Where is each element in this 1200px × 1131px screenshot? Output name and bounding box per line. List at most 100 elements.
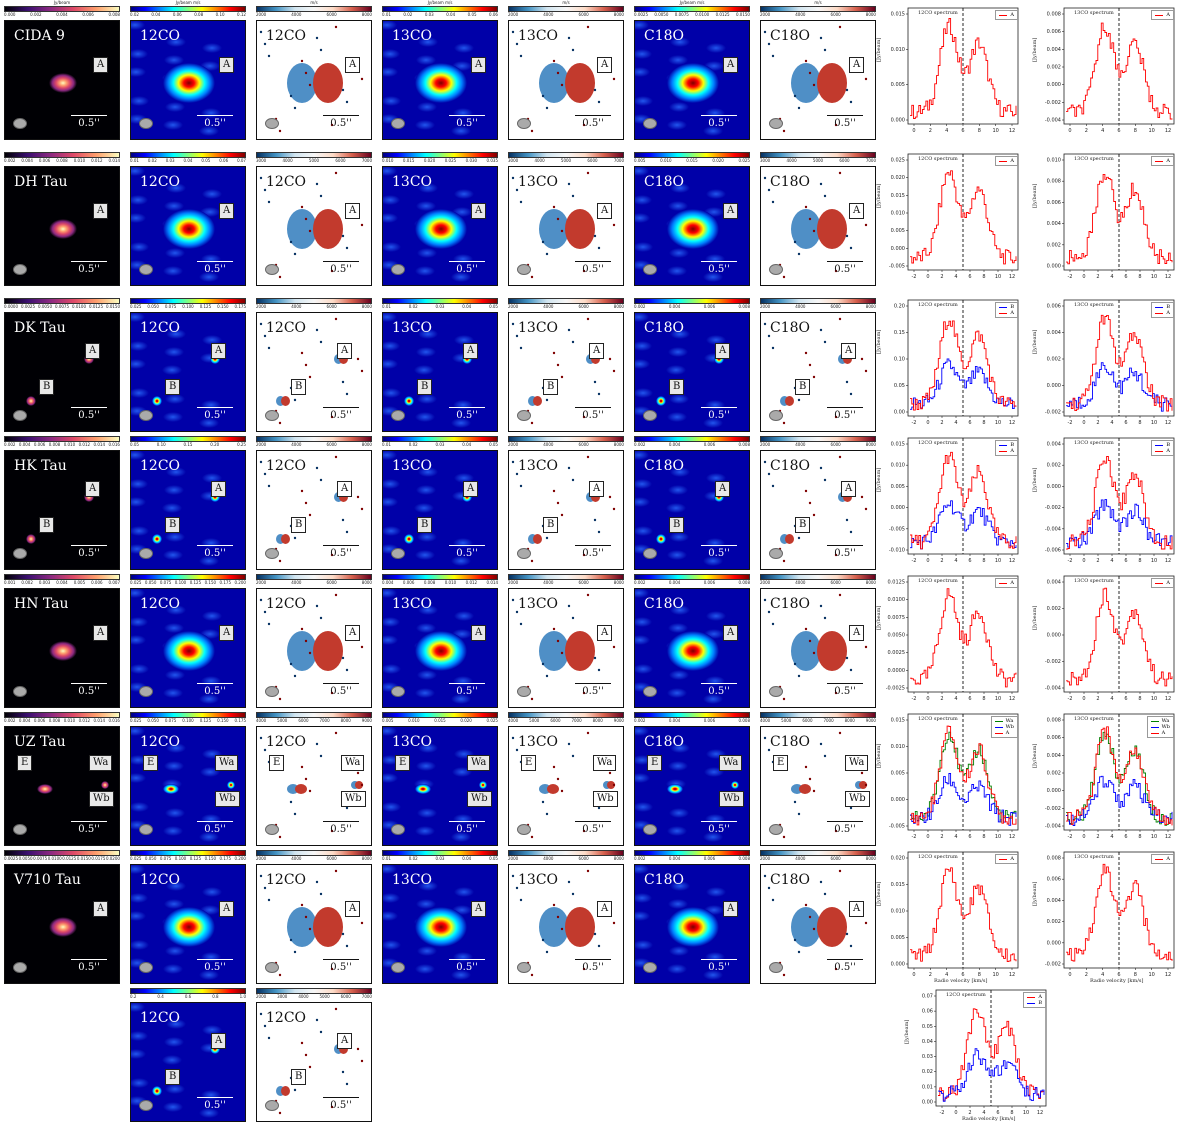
emission-blob xyxy=(49,73,77,93)
colorbar-tick-label: 0.006 xyxy=(703,718,716,723)
legend-label: A xyxy=(1166,580,1170,586)
beam-ellipse xyxy=(769,264,783,275)
map-panel-mom0: 13CO A 0.5'' xyxy=(382,20,498,140)
spectrum-series xyxy=(938,1048,1045,1102)
spectrum-legend: A xyxy=(1151,854,1174,864)
scale-bar-label: 0.5'' xyxy=(78,264,100,275)
map-cell-mom0: 0.025 0.050 0.075 0.100 0.125 0.150 0.175 12CO A… xyxy=(130,292,246,432)
colorbar-tick-label: 4000 xyxy=(291,12,302,17)
x-tick-label: 10 xyxy=(995,834,1001,840)
scale-bar-label: 0.5'' xyxy=(204,962,226,973)
x-tick-label: -2 xyxy=(1068,696,1073,702)
velocity-red-lobe xyxy=(295,784,307,794)
x-tick-label: 0 xyxy=(926,696,929,702)
y-tick-label: 0.000 xyxy=(891,962,905,968)
colorbar-tick-label: 0.100 xyxy=(182,718,194,723)
spectrum-xlabel: Radio velocity [km/s] xyxy=(1090,978,1144,984)
colorbar-tick-label: 6000 xyxy=(326,442,337,447)
colorbar-tick-label: 0.001 xyxy=(4,580,16,585)
y-tick-label: 0.04 xyxy=(922,1039,933,1045)
scale-bar: 0.5'' xyxy=(197,407,233,421)
colorbar-tick-label: 0.0150 xyxy=(106,304,120,309)
map-panel-cont: V710 Tau A 0.5'' xyxy=(4,864,120,984)
x-tick-label: -2 xyxy=(912,274,917,280)
panel-label: 12CO xyxy=(140,872,181,888)
y-tick-label: 0.02 xyxy=(922,1069,933,1075)
colorbar-tick-label: 0.008 xyxy=(738,442,750,447)
colorbar-tick-label: 0.125 xyxy=(189,856,202,861)
x-tick-label: 8 xyxy=(978,128,981,134)
colorbar xyxy=(256,436,372,442)
x-tick-label: 8 xyxy=(982,274,985,280)
colorbar xyxy=(4,850,120,856)
scale-bar-label: 0.5'' xyxy=(834,410,856,421)
panel-label: UZ Tau xyxy=(14,734,66,750)
panel-label: 13CO xyxy=(518,596,559,612)
colorbar-tick-label: 7000 xyxy=(865,158,876,163)
scale-bar: 0.5'' xyxy=(323,545,359,559)
emission-blob xyxy=(415,63,467,103)
spectrum-series xyxy=(1066,775,1173,826)
legend-entry: A xyxy=(999,12,1014,18)
source-label: B xyxy=(795,517,811,533)
scale-bar: 0.5'' xyxy=(827,261,863,275)
source-label: A xyxy=(723,203,739,219)
spectrum-series xyxy=(910,773,1017,826)
colorbar-tick-label: 0.10 xyxy=(215,12,225,17)
colorbar-tick-label: 0.016 xyxy=(108,442,120,447)
source-label: E xyxy=(773,755,789,771)
y-tick-label: -0.002 xyxy=(1045,962,1061,968)
emission-blob xyxy=(415,631,467,671)
map-image xyxy=(257,167,371,285)
panel-label: 12CO xyxy=(266,174,307,190)
colorbar-tick-label: 0.0125 xyxy=(715,12,730,17)
legend-entry: A xyxy=(999,856,1014,862)
colorbar xyxy=(760,152,876,158)
x-tick-label: 12 xyxy=(1165,128,1171,134)
panel-label: C18O xyxy=(644,734,685,750)
colorbar-tick-label: 0.05 xyxy=(489,304,498,309)
y-tick-label: 0.002 xyxy=(1047,606,1061,612)
scale-bar: 0.5'' xyxy=(197,115,233,129)
scale-bar: 0.5'' xyxy=(323,407,359,421)
y-tick-label: 0.015 xyxy=(891,718,905,724)
colorbar-tick-label: 8000 xyxy=(361,12,372,17)
colorbar-tick-label: 0.012 xyxy=(78,718,91,723)
spectrum-series xyxy=(910,500,1017,550)
beam-ellipse xyxy=(139,548,153,559)
spectrum-ylabel: [Jy/beam] xyxy=(876,183,882,208)
colorbar-ticks: 0.005 0.010 0.015 0.020 0.025 xyxy=(634,158,750,164)
scale-bar: 0.5'' xyxy=(449,407,485,421)
colorbar-tick-label: 4000 xyxy=(282,158,293,163)
colorbar-tick-label: 0.075 xyxy=(159,856,172,861)
spectrum-legend: A xyxy=(1151,156,1174,166)
source-label: A xyxy=(463,481,479,497)
colorbar-tick-label: 0.014 xyxy=(486,580,498,585)
colorbar-tick-label: 0.0025 xyxy=(21,304,35,309)
colorbar-title: m/s xyxy=(310,0,318,5)
beam-ellipse xyxy=(13,548,27,559)
y-tick-label: 0.015 xyxy=(891,193,905,199)
source-label: B xyxy=(291,1069,307,1085)
beam-ellipse xyxy=(391,962,405,973)
spectrum-plot: -0.004 -0.002 0.000 0.002 0.004 0.006 0.008 -2 0… xyxy=(1030,708,1182,846)
source-label: A xyxy=(219,203,235,219)
map-image xyxy=(383,589,497,707)
x-tick-label: 2 xyxy=(1085,972,1088,978)
emission-blob xyxy=(731,781,739,789)
x-tick-label: 0 xyxy=(912,128,915,134)
legend-entry: A xyxy=(1155,12,1170,18)
panel-label: C18O xyxy=(770,734,811,750)
scale-bar-label: 0.5'' xyxy=(330,962,352,973)
colorbar-tick-label: 0.03 xyxy=(435,304,445,309)
spectrum-series xyxy=(1066,731,1173,826)
colorbar-tick-label: 6000 xyxy=(335,158,346,163)
map-panel-mom0: C18O A 0.5'' xyxy=(634,864,750,984)
x-tick-label: 8 xyxy=(982,558,985,564)
colorbar xyxy=(130,152,246,158)
x-tick-label: 12 xyxy=(1009,696,1015,702)
colorbar-tick-label: 4000 xyxy=(534,158,545,163)
colorbar-tick-label: 0.0050 xyxy=(654,12,669,17)
colorbar-tick-label: 4000 xyxy=(795,580,806,585)
colorbar-tick-label: 0.030 xyxy=(465,158,478,163)
